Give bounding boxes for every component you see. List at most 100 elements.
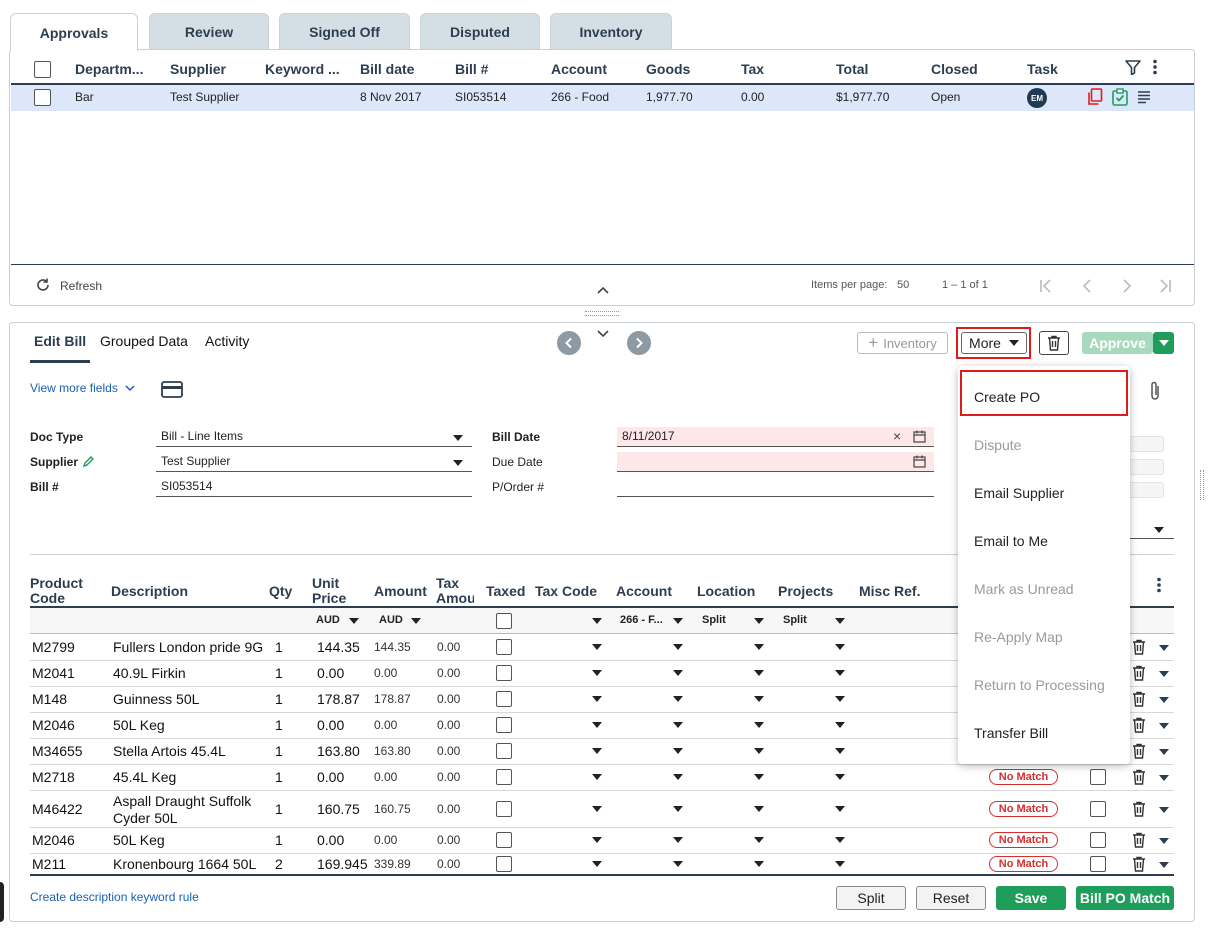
col-supplier[interactable]: Supplier <box>170 61 227 77</box>
col-tax[interactable]: Tax <box>741 61 765 77</box>
delete-row-icon[interactable] <box>1132 665 1146 681</box>
projects-select[interactable] <box>835 748 845 754</box>
taxed-checkbox[interactable] <box>496 743 512 759</box>
delete-row-icon[interactable] <box>1132 769 1146 785</box>
menu-item-create-po[interactable]: Create PO <box>974 389 1041 405</box>
menu-item-email-to-me[interactable]: Email to Me <box>974 533 1048 549</box>
approve-dropdown-button[interactable] <box>1153 332 1174 354</box>
cell-product-code[interactable]: M46422 <box>32 800 83 817</box>
row-expand-icon[interactable] <box>1159 806 1169 813</box>
taxed-checkbox[interactable] <box>496 832 512 848</box>
cell-description[interactable]: 50L Keg <box>113 717 165 733</box>
bill-date-input[interactable]: 8/11/2017 <box>617 427 934 447</box>
col-location[interactable]: Location <box>697 583 756 599</box>
col-department[interactable]: Departm... <box>75 61 144 77</box>
cell-description[interactable]: Fullers London pride 9G <box>113 639 264 655</box>
cell-unit-price[interactable]: 0.00 <box>317 769 345 785</box>
menu-item-email-supplier[interactable]: Email Supplier <box>974 485 1065 501</box>
cell-qty[interactable]: 1 <box>275 832 283 848</box>
calendar-icon[interactable] <box>913 455 926 468</box>
refresh-icon[interactable] <box>35 277 51 293</box>
taxed-checkbox[interactable] <box>496 665 512 681</box>
edit-pencil-icon[interactable] <box>82 455 95 468</box>
col-task[interactable]: Task <box>1027 61 1058 77</box>
cell-product-code[interactable]: M2718 <box>32 769 75 785</box>
row-expand-icon[interactable] <box>1159 723 1169 729</box>
location-select[interactable] <box>754 696 764 702</box>
delete-row-icon[interactable] <box>1132 717 1146 733</box>
first-page-icon[interactable] <box>1038 278 1054 294</box>
select-all-checkbox[interactable] <box>34 61 51 78</box>
cell-description[interactable]: Aspall Draught Suffolk <box>113 793 252 809</box>
col-tax-code[interactable]: Tax Code <box>535 583 597 599</box>
kebab-menu-icon[interactable] <box>1150 59 1160 75</box>
cell-unit-price[interactable]: 0.00 <box>317 832 345 848</box>
row-expand-icon[interactable] <box>1159 862 1169 868</box>
col-misc-ref[interactable]: Misc Ref. <box>859 583 921 599</box>
row-select-checkbox[interactable] <box>1090 769 1106 785</box>
supplier-select[interactable]: Test Supplier <box>156 452 472 472</box>
tab-disputed[interactable]: Disputed <box>420 13 540 50</box>
cell-qty[interactable]: 1 <box>275 639 283 655</box>
col-taxed[interactable]: Taxed <box>486 583 526 599</box>
row-expand-icon[interactable] <box>1159 671 1169 677</box>
calendar-icon[interactable] <box>913 430 926 443</box>
col-product-code[interactable]: Product Code <box>30 575 83 606</box>
cell-unit-price[interactable]: 169.945 <box>317 856 368 872</box>
splitter-handle[interactable] <box>585 311 619 316</box>
projects-select[interactable] <box>835 774 845 780</box>
location-select[interactable] <box>754 748 764 754</box>
cell-qty[interactable]: 2 <box>275 856 283 872</box>
cell-unit-price[interactable]: 160.75 <box>317 800 360 817</box>
task-check-icon[interactable] <box>1112 88 1128 106</box>
save-button[interactable]: Save <box>996 886 1066 910</box>
cell-product-code[interactable]: M34655 <box>32 743 83 759</box>
doc-type-select[interactable]: Bill - Line Items <box>156 427 472 447</box>
tab-review[interactable]: Review <box>149 13 269 50</box>
taxed-checkbox[interactable] <box>496 691 512 707</box>
collapse-up-icon[interactable] <box>596 285 610 295</box>
prev-bill-button[interactable] <box>557 331 581 355</box>
split-button[interactable]: Split <box>836 886 906 910</box>
tax-code-select[interactable] <box>592 837 602 843</box>
cell-product-code[interactable]: M148 <box>32 691 68 707</box>
last-page-icon[interactable] <box>1157 278 1173 294</box>
attachment-icon[interactable] <box>1148 380 1162 402</box>
col-amount[interactable]: Amount <box>374 583 427 599</box>
next-bill-button[interactable] <box>627 331 651 355</box>
items-per-page-select[interactable]: 50 <box>897 279 910 291</box>
col-projects[interactable]: Projects <box>778 583 834 599</box>
delete-row-icon[interactable] <box>1132 743 1146 759</box>
col-bill-no[interactable]: Bill # <box>455 61 489 77</box>
chevron-down-icon[interactable] <box>596 329 610 339</box>
tax-code-select[interactable] <box>592 722 602 728</box>
cell-product-code[interactable]: M2046 <box>32 832 75 848</box>
cell-product-code[interactable]: M211 <box>32 856 66 872</box>
col-keyword[interactable]: Keyword ... <box>265 61 340 77</box>
delete-bill-button[interactable] <box>1039 331 1069 355</box>
avatar[interactable]: EM <box>1027 88 1047 108</box>
tab-inventory[interactable]: Inventory <box>550 13 672 50</box>
table-row[interactable] <box>11 85 1194 111</box>
location-select[interactable] <box>754 670 764 676</box>
taxed-checkbox[interactable] <box>496 856 512 872</box>
account-select[interactable] <box>673 670 683 676</box>
delete-row-icon[interactable] <box>1132 801 1146 817</box>
account-select[interactable] <box>673 805 683 812</box>
projects-select[interactable] <box>835 644 845 650</box>
row-select-checkbox[interactable] <box>1090 856 1106 872</box>
menu-item-transfer-bill[interactable]: Transfer Bill <box>974 725 1049 741</box>
col-goods[interactable]: Goods <box>646 61 691 77</box>
col-account[interactable]: Account <box>551 61 607 77</box>
row-expand-icon[interactable] <box>1159 749 1169 755</box>
delete-row-icon[interactable] <box>1132 856 1146 872</box>
row-expand-icon[interactable] <box>1159 645 1169 651</box>
cell-product-code[interactable]: M2799 <box>32 639 75 655</box>
projects-select[interactable] <box>835 722 845 728</box>
taxed-checkbox[interactable] <box>496 800 512 817</box>
bill-no-input[interactable]: SI053514 <box>156 477 472 497</box>
tax-code-select[interactable] <box>592 861 602 867</box>
tax-code-select[interactable] <box>592 696 602 702</box>
tab-approvals[interactable]: Approvals <box>10 13 138 51</box>
keyword-rule-link[interactable]: Create description keyword rule <box>30 890 199 904</box>
